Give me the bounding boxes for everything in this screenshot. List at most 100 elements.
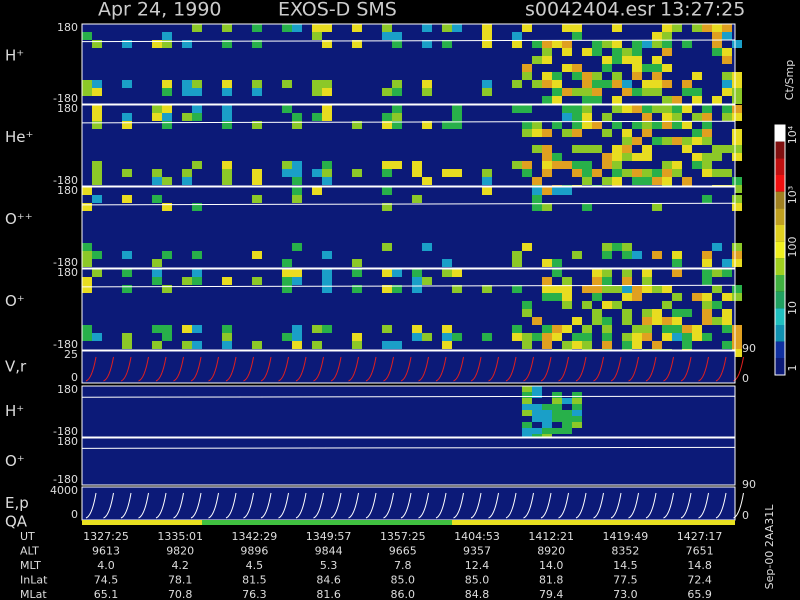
spectrogram-cell — [522, 72, 532, 80]
spectrogram-cell — [122, 169, 132, 177]
spectrogram-cell — [542, 203, 552, 211]
spectrogram-cell — [532, 121, 542, 129]
spectrogram-cell — [522, 243, 532, 251]
spectrogram-cell — [552, 398, 562, 404]
spectrogram-cell — [702, 251, 712, 259]
spectrogram-cell — [522, 129, 532, 137]
spectrogram-cell — [652, 88, 662, 96]
spectrogram-cell — [552, 259, 562, 267]
spectrogram-cell — [442, 333, 452, 341]
spectrogram-cell — [642, 285, 652, 293]
spectrogram-cell — [712, 169, 722, 177]
spectrogram-cell — [722, 341, 732, 349]
spectrogram-cell — [622, 80, 632, 88]
spectrogram-cell — [592, 48, 602, 56]
spectrogram-cell — [582, 285, 592, 293]
spectrogram-cell — [282, 285, 292, 293]
spectrogram-cell — [632, 341, 642, 349]
spectrogram-cell — [672, 325, 682, 333]
spectrogram-cell — [322, 113, 332, 121]
spectrogram-cell — [572, 392, 582, 398]
cell: 76.3 — [242, 588, 267, 600]
spectrogram-cell — [732, 88, 742, 96]
spectrogram-cell — [622, 145, 632, 153]
spectrogram-cell — [592, 317, 602, 325]
qa-label: QA — [5, 513, 28, 531]
spectrogram-cell — [452, 169, 462, 177]
spectrogram-cell — [722, 32, 732, 40]
spectrogram-cell — [572, 333, 582, 341]
spectrogram-cell — [632, 293, 642, 301]
spectrogram-cell — [642, 121, 652, 129]
spectrogram-cell — [392, 113, 402, 121]
spectrogram-cell — [552, 269, 562, 277]
spectrogram-cell — [92, 251, 102, 259]
spectrogram-cell — [192, 105, 202, 113]
cell: 9844 — [315, 545, 343, 558]
panel-label: O⁺ — [5, 452, 25, 470]
spectrogram-cell — [512, 259, 522, 267]
spectrogram-cell — [652, 56, 662, 64]
spectrogram-cell — [602, 243, 612, 251]
spectrogram-cell — [162, 105, 172, 113]
spectrogram-cell — [542, 187, 552, 195]
spectrogram-cell — [122, 195, 132, 203]
spectrogram-cell — [152, 277, 162, 285]
spectrogram-cell — [682, 40, 692, 48]
spectrogram-cell — [632, 121, 642, 129]
spectrogram-cell — [92, 40, 102, 48]
spectrogram-cell — [412, 269, 422, 277]
spectrogram-cell — [662, 325, 672, 333]
spectrogram-cell — [692, 293, 702, 301]
spectrogram-cell — [292, 187, 302, 195]
row-label: InLat — [20, 574, 48, 587]
spectrogram-cell — [702, 309, 712, 317]
spectrogram-cell — [382, 113, 392, 121]
spectrogram-cell — [542, 72, 552, 80]
spectrogram-cell — [392, 269, 402, 277]
spectrogram-cell — [582, 113, 592, 121]
spectrogram-cell — [482, 187, 492, 195]
spectrogram-cell — [702, 169, 712, 177]
cell: 4.0 — [97, 559, 115, 572]
spectrogram-cell — [642, 129, 652, 137]
axis-top-label: 180 — [57, 184, 78, 197]
spectrogram-cell — [632, 105, 642, 113]
spectrogram-cell — [542, 325, 552, 333]
spectrogram-cell — [692, 113, 702, 121]
spectrogram-cell — [292, 161, 302, 169]
spectrogram-cell — [222, 80, 232, 88]
spectrogram-cell — [92, 269, 102, 277]
spectrogram-cell — [562, 277, 572, 285]
panel — [81, 104, 742, 193]
spectrogram-cell — [692, 24, 702, 32]
trace-line — [81, 284, 736, 288]
spectrogram-cell — [452, 105, 462, 113]
spectrogram-cell — [562, 285, 572, 293]
spectrogram-cell — [632, 177, 642, 185]
spectrogram-cell — [662, 317, 672, 325]
spectrogram-cell — [522, 392, 532, 398]
spectrogram-cell — [442, 121, 452, 129]
spectrogram-cell — [572, 129, 582, 137]
spectrogram-cell — [452, 269, 462, 277]
spectrogram-cell — [732, 259, 742, 267]
cell: 7651 — [686, 545, 714, 558]
spectrogram-cell — [572, 64, 582, 72]
spectrogram-cell — [162, 32, 172, 40]
spectrogram-cell — [442, 269, 452, 277]
spectrogram-cell — [92, 169, 102, 177]
spectrogram-cell — [682, 105, 692, 113]
spectrogram-cell — [602, 161, 612, 169]
spectrogram-cell — [702, 137, 712, 145]
spectrogram-cell — [652, 317, 662, 325]
spectrogram-cell — [722, 48, 732, 56]
spectrogram-cell — [672, 96, 682, 104]
spectrogram-cell — [712, 301, 722, 309]
spectrogram-cell — [562, 301, 572, 309]
spectrogram-cell — [512, 161, 522, 169]
spectrogram-cell — [92, 195, 102, 203]
spectrogram-cell — [622, 129, 632, 137]
spectrogram-cell — [222, 24, 232, 32]
spectrogram-cell — [592, 88, 602, 96]
